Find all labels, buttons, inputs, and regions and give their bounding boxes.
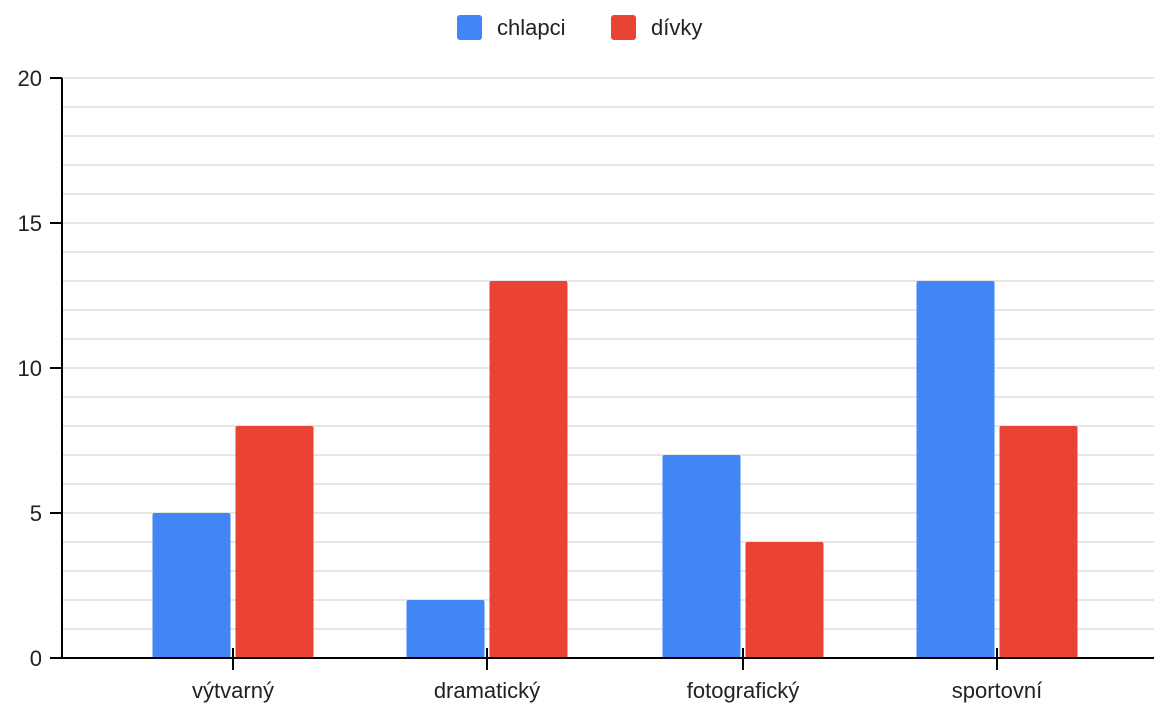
bar-d-vky-0 [235,426,314,658]
x-tick-label: výtvarný [192,678,274,703]
bar-d-vky-1 [489,281,568,658]
bar-d-vky-2 [745,542,824,658]
bar-chlapci-0 [152,513,231,658]
bar-chlapci-2 [662,455,741,658]
legend-label-0: chlapci [497,15,565,40]
bar-chlapci-3 [916,281,995,658]
x-tick-label: fotografický [687,678,800,703]
y-tick-label: 0 [30,646,42,671]
legend: chlapci dívky [457,15,702,40]
y-tick-label: 10 [18,356,42,381]
legend-label-1: dívky [651,15,702,40]
y-tick-label: 20 [18,66,42,91]
bar-chlapci-1 [406,600,485,658]
bar-d-vky-3 [999,426,1078,658]
legend-swatch-1 [611,15,636,40]
x-tick-label: dramatický [434,678,540,703]
y-tick-label: 5 [30,501,42,526]
x-tick-label: sportovní [952,678,1043,703]
bars [152,281,1078,658]
y-tick-label: 15 [18,211,42,236]
x-axis-ticks: výtvarný dramatický fotografický sportovní [192,648,1042,703]
y-axis-ticks: 0 5 10 15 20 [18,66,62,671]
legend-swatch-0 [457,15,482,40]
